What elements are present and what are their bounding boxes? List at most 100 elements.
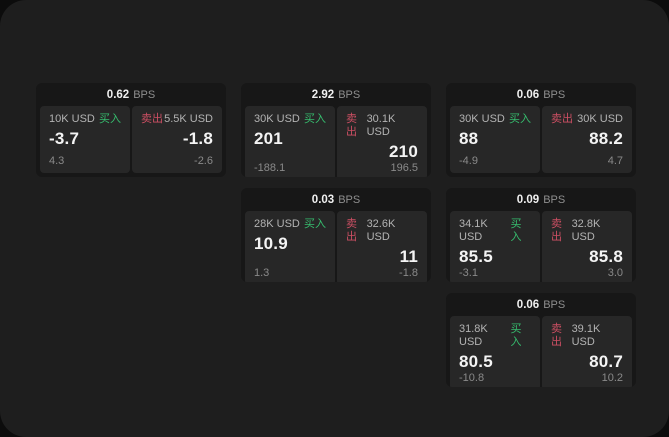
buy-panel-top: 30K USD 买入 [459,113,531,126]
bps-unit-label: BPS [543,88,566,101]
buy-panel-top: 30K USD 买入 [254,113,326,126]
buy-side-label: 买入 [99,113,121,125]
sell-panel[interactable]: 卖出 32.6K USD 11 -1.8 [337,211,427,282]
sell-panel[interactable]: 卖出 5.5K USD -1.8 -2.6 [132,106,222,173]
quote-card: 0.06 BPS 30K USD 买入 88 -4.9 卖出 30K USD 8… [446,83,636,177]
sell-side-label: 卖出 [141,113,163,125]
buy-price: 80.5 [459,352,493,371]
quote-card: 0.09 BPS 34.1K USD 买入 85.5 -3.1 卖出 32.8K… [446,188,636,282]
panels-row: 28K USD 买入 10.9 1.3 卖出 32.6K USD 11 -1.8 [241,211,431,282]
quote-card: 2.92 BPS 30K USD 买入 201 -188.1 卖出 30.1K … [241,83,431,177]
card-header: 0.62 BPS [36,83,226,106]
cards-grid: 0.62 BPS 10K USD 买入 -3.7 4.3 卖出 5.5K USD… [36,83,636,387]
sell-panel-top: 卖出 32.8K USD [551,218,623,244]
buy-side-label: 买入 [510,218,522,243]
buy-sub-value: 4.3 [49,155,65,167]
bps-value: 2.92 [311,88,335,101]
sell-sub-value: 3.0 [607,267,623,279]
quote-card: 0.03 BPS 28K USD 买入 10.9 1.3 卖出 32.6K US… [241,188,431,282]
buy-panel-top: 34.1K USD 买入 [459,218,531,244]
card-header: 0.09 BPS [446,188,636,211]
buy-panel[interactable]: 31.8K USD 买入 80.5 -10.8 [450,316,540,387]
sell-panel-top: 卖出 5.5K USD [141,113,213,126]
sell-amount: 32.8K USD [571,218,601,243]
sell-side-label: 卖出 [551,113,573,125]
sell-panel-top: 卖出 32.6K USD [346,218,418,244]
bps-value: 0.03 [311,193,335,206]
panels-row: 30K USD 买入 201 -188.1 卖出 30.1K USD 210 1… [241,106,431,177]
sell-amount: 30K USD [577,113,623,125]
sell-panel[interactable]: 卖出 30K USD 88.2 4.7 [542,106,632,173]
buy-panel[interactable]: 30K USD 买入 88 -4.9 [450,106,540,173]
buy-side-label: 买入 [510,323,522,348]
sell-amount: 30.1K USD [366,113,396,138]
card-header: 0.03 BPS [241,188,431,211]
buy-sub-value: -188.1 [254,162,286,174]
sell-panel-top: 卖出 30.1K USD [346,113,418,139]
buy-price: 10.9 [254,234,288,253]
buy-panel[interactable]: 28K USD 买入 10.9 1.3 [245,211,335,282]
sell-price: 210 [389,142,418,161]
sell-sub-value: -1.8 [399,267,418,279]
buy-sub-value: -10.8 [459,372,485,384]
buy-panel[interactable]: 30K USD 买入 201 -188.1 [245,106,335,177]
buy-panel-top: 28K USD 买入 [254,218,326,231]
bps-unit-label: BPS [338,88,361,101]
bps-unit-label: BPS [543,193,566,206]
card-header: 0.06 BPS [446,83,636,106]
buy-price: 88 [459,129,479,148]
sell-panel[interactable]: 卖出 32.8K USD 85.8 3.0 [542,211,632,282]
buy-amount: 30K USD [254,113,300,125]
sell-amount: 39.1K USD [571,323,601,348]
buy-price: -3.7 [49,129,80,148]
sell-sub-value: 196.5 [390,162,418,174]
bps-value: 0.06 [516,88,540,101]
buy-sub-value: -4.9 [459,155,478,167]
sell-side-label: 卖出 [551,218,562,243]
sell-price: 88.2 [589,129,623,148]
panels-row: 31.8K USD 买入 80.5 -10.8 卖出 39.1K USD 80.… [446,316,636,387]
buy-price: 201 [254,129,283,148]
sell-side-label: 卖出 [346,218,357,243]
bps-value: 0.62 [106,88,130,101]
buy-amount: 30K USD [459,113,505,125]
sell-side-label: 卖出 [551,323,562,348]
buy-amount: 31.8K USD [459,323,488,348]
card-header: 2.92 BPS [241,83,431,106]
buy-side-label: 买入 [509,113,531,125]
sell-sub-value: 10.2 [601,372,623,384]
sell-side-label: 卖出 [346,113,357,138]
sell-amount: 32.6K USD [366,218,396,243]
sell-sub-value: -2.6 [194,155,213,167]
sell-amount: 5.5K USD [164,113,213,125]
buy-amount: 34.1K USD [459,218,488,243]
bps-unit-label: BPS [338,193,361,206]
buy-panel[interactable]: 34.1K USD 买入 85.5 -3.1 [450,211,540,282]
bps-unit-label: BPS [543,298,566,311]
sell-price: 80.7 [589,352,623,371]
buy-amount: 10K USD [49,113,95,125]
sell-price: 85.8 [589,247,623,266]
sell-panel[interactable]: 卖出 39.1K USD 80.7 10.2 [542,316,632,387]
buy-side-label: 买入 [304,113,326,125]
sell-sub-value: 4.7 [607,155,623,167]
quote-card: 0.62 BPS 10K USD 买入 -3.7 4.3 卖出 5.5K USD… [36,83,226,177]
bps-value: 0.09 [516,193,540,206]
sell-panel[interactable]: 卖出 30.1K USD 210 196.5 [337,106,427,177]
buy-side-label: 买入 [304,218,326,230]
buy-panel[interactable]: 10K USD 买入 -3.7 4.3 [40,106,130,173]
quote-card: 0.06 BPS 31.8K USD 买入 80.5 -10.8 卖出 39.1… [446,293,636,387]
buy-sub-value: 1.3 [254,267,270,279]
buy-sub-value: -3.1 [459,267,478,279]
panels-row: 30K USD 买入 88 -4.9 卖出 30K USD 88.2 4.7 [446,106,636,177]
buy-panel-top: 31.8K USD 买入 [459,323,531,349]
buy-price: 85.5 [459,247,493,266]
bps-unit-label: BPS [133,88,156,101]
panels-row: 10K USD 买入 -3.7 4.3 卖出 5.5K USD -1.8 -2.… [36,106,226,177]
sell-panel-top: 卖出 39.1K USD [551,323,623,349]
sell-price: 11 [399,247,418,266]
sell-price: -1.8 [182,129,213,148]
panels-row: 34.1K USD 买入 85.5 -3.1 卖出 32.8K USD 85.8… [446,211,636,282]
sell-panel-top: 卖出 30K USD [551,113,623,126]
